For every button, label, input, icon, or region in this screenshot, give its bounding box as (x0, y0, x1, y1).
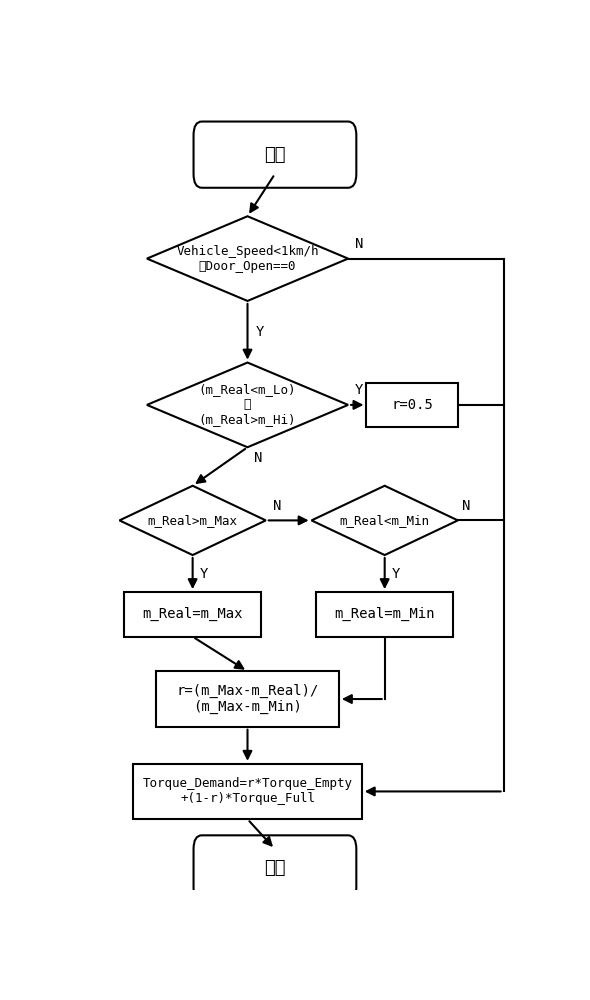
Bar (133, 764, 362, 819)
Text: Y: Y (199, 567, 208, 581)
Polygon shape (312, 486, 458, 555)
Text: N: N (355, 237, 363, 251)
Text: Vehicle_Speed<1km/h
且Door_Open==0: Vehicle_Speed<1km/h 且Door_Open==0 (176, 245, 319, 273)
Text: (m_Real<m_Lo)
或
(m_Real>m_Hi): (m_Real<m_Lo) 或 (m_Real>m_Hi) (199, 383, 296, 426)
Text: N: N (463, 499, 471, 513)
Text: m_Real=m_Min: m_Real=m_Min (335, 607, 435, 621)
Polygon shape (119, 486, 266, 555)
Text: Y: Y (255, 325, 264, 339)
Text: m_Real>m_Max: m_Real>m_Max (148, 514, 238, 527)
Text: Torque_Demand=r*Torque_Empty
+(1-r)*Torque_Full: Torque_Demand=r*Torque_Empty +(1-r)*Torq… (143, 777, 352, 805)
Bar (366, 383, 458, 427)
Text: m_Real=m_Max: m_Real=m_Max (142, 607, 243, 621)
Text: Y: Y (355, 383, 363, 397)
Text: N: N (273, 499, 281, 513)
Text: Y: Y (392, 567, 400, 581)
Text: 开始: 开始 (264, 146, 286, 164)
Text: r=0.5: r=0.5 (391, 398, 433, 412)
FancyBboxPatch shape (194, 835, 356, 902)
Text: 结束: 结束 (264, 859, 286, 877)
Bar (156, 671, 339, 727)
FancyBboxPatch shape (194, 122, 356, 188)
Bar (316, 592, 453, 637)
Polygon shape (147, 363, 348, 447)
Bar (124, 592, 261, 637)
Polygon shape (147, 216, 348, 301)
Text: N: N (254, 451, 263, 465)
Text: r=(m_Max-m_Real)/
(m_Max-m_Min): r=(m_Max-m_Real)/ (m_Max-m_Min) (176, 684, 319, 714)
Text: m_Real<m_Min: m_Real<m_Min (340, 514, 430, 527)
